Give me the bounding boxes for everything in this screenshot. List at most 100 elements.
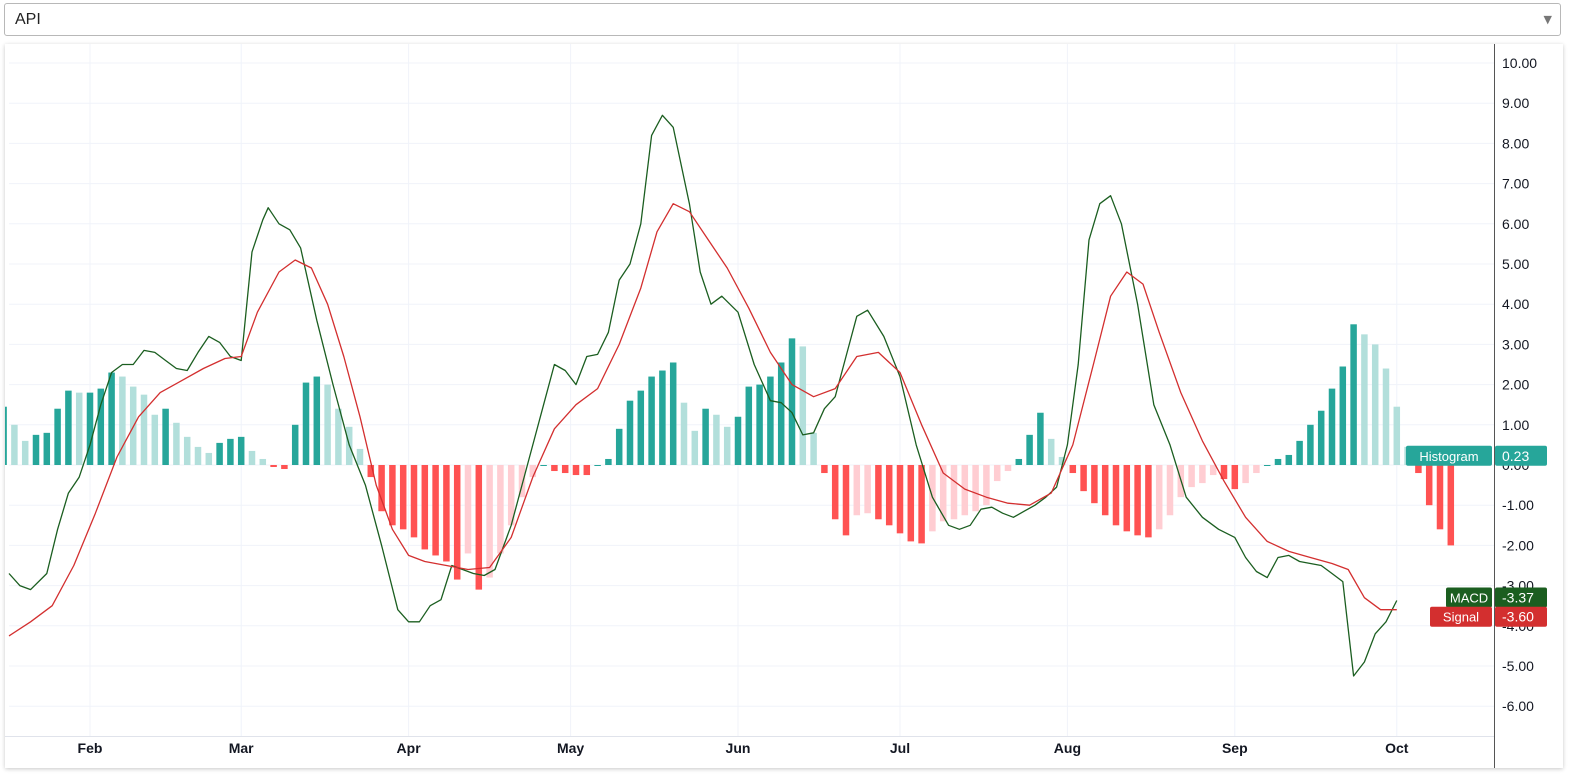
histogram-bar: [1209, 465, 1217, 476]
histogram-bar: [507, 465, 515, 526]
histogram-bar: [842, 465, 850, 536]
x-tick-label: Sep: [1222, 740, 1248, 756]
histogram-price-label: Histogram 0.23: [1406, 445, 1547, 466]
histogram-bar: [572, 465, 580, 476]
histogram-bar: [864, 465, 871, 514]
histogram-bar: [734, 416, 742, 465]
histogram-bar: [367, 465, 375, 478]
histogram-bar: [1123, 465, 1131, 532]
x-tick-label: Oct: [1385, 740, 1409, 756]
histogram-bar: [1134, 465, 1141, 536]
histogram-bar: [626, 400, 634, 465]
histogram-bar: [0, 406, 7, 465]
histogram-bar: [723, 426, 731, 465]
histogram-bar: [86, 392, 94, 465]
histogram-bar: [183, 436, 191, 465]
series-value-text: -3.37: [1502, 589, 1534, 605]
histogram-bar: [248, 450, 256, 465]
histogram-bar: [497, 465, 504, 554]
histogram-bar: [788, 338, 796, 465]
histogram-bar: [1080, 465, 1087, 492]
histogram-bar: [1253, 465, 1260, 474]
chevron-down-icon[interactable]: ▼: [1543, 13, 1552, 26]
histogram-bar: [302, 382, 310, 465]
x-tick-label: May: [557, 740, 584, 756]
series-value-tag: [1495, 587, 1547, 608]
histogram-bar: [821, 465, 828, 474]
histogram-bar: [410, 465, 418, 538]
histogram-bar: [151, 414, 159, 465]
grid-lines: [9, 44, 1494, 736]
histogram-bar: [119, 376, 126, 465]
macd-chart[interactable]: 10.00 9.00 8.00 7.00 6.00 5.00 4.00 3.00 2.00 1.0…: [0, 44, 1563, 768]
histogram-bar: [1004, 465, 1012, 472]
histogram-bar: [194, 446, 202, 465]
y-tick-label: 3.00: [1502, 336, 1529, 352]
histogram-bar: [54, 408, 61, 465]
histogram-bar: [583, 465, 591, 476]
histogram-bar: [432, 465, 439, 556]
histogram-bar: [399, 465, 407, 530]
histogram-bar: [443, 465, 450, 562]
histogram-bar: [939, 465, 947, 522]
histogram-bar: [140, 394, 148, 465]
x-tick-label: Apr: [397, 740, 422, 756]
histogram-bar: [702, 408, 709, 465]
y-tick-label: -1.00: [1502, 497, 1534, 513]
histogram-bar: [680, 402, 688, 465]
histogram-bar: [205, 452, 213, 465]
histogram-bar: [1047, 438, 1055, 465]
histogram-bar: [518, 465, 526, 498]
histogram-bar: [551, 465, 558, 472]
histogram-bar: [745, 386, 753, 465]
x-tick-label: Jun: [726, 740, 751, 756]
histogram-bar: [313, 376, 321, 465]
histogram-bar: [1339, 366, 1347, 465]
histogram-bar: [378, 465, 385, 512]
histogram-bar: [1371, 344, 1379, 465]
histogram-bar: [453, 465, 461, 580]
histogram-bar: [1361, 334, 1368, 465]
histogram-bar: [831, 465, 839, 520]
x-tick-label: Feb: [78, 740, 103, 756]
y-tick-label: -6.00: [1502, 698, 1534, 714]
series-name-tag: [1406, 445, 1492, 466]
histogram-bar: [1382, 368, 1390, 465]
series-value-text: 0.23: [1502, 448, 1529, 464]
histogram-bar: [389, 465, 396, 526]
histogram-bar: [291, 424, 299, 465]
histogram-bar: [648, 376, 655, 465]
y-tick-label: 9.00: [1502, 95, 1529, 111]
histogram-bar: [475, 465, 483, 590]
histogram-bar: [259, 458, 267, 465]
y-tick-label: 5.00: [1502, 256, 1529, 272]
y-tick-label: 10.00: [1502, 55, 1537, 71]
signal-price-label: Signal -3.60: [1430, 606, 1547, 627]
histogram-bar: [43, 432, 51, 465]
symbol-select[interactable]: API ▼: [4, 3, 1561, 36]
histogram-bar: [1263, 465, 1271, 466]
histogram-bar: [65, 390, 72, 465]
y-tick-label: -5.00: [1502, 658, 1534, 674]
histogram-bar: [1112, 465, 1120, 526]
histogram-bar: [669, 362, 677, 465]
histogram-bar: [605, 458, 612, 465]
histogram-bar: [324, 384, 331, 465]
x-tick-label: Mar: [229, 740, 254, 756]
histogram-bar: [777, 362, 785, 465]
histogram-bar: [810, 432, 817, 465]
histogram-bar: [756, 384, 763, 465]
histogram-bar: [1026, 434, 1033, 465]
histogram-bar: [961, 465, 969, 516]
series-name-text: Signal: [1443, 610, 1479, 625]
chart-svg[interactable]: 10.00 9.00 8.00 7.00 6.00 5.00 4.00 3.00 2.00 1.0…: [0, 44, 1563, 768]
x-tick-label: Jul: [890, 740, 910, 756]
histogram-bar: [1199, 465, 1206, 484]
series-name-tag: [1430, 606, 1492, 627]
histogram-bar: [561, 465, 569, 474]
histogram-bar: [993, 465, 1001, 482]
histogram-bar: [1425, 465, 1433, 506]
symbol-select-value: API: [15, 10, 41, 28]
y-tick-label: 8.00: [1502, 135, 1529, 151]
histogram-bar: [281, 465, 288, 470]
